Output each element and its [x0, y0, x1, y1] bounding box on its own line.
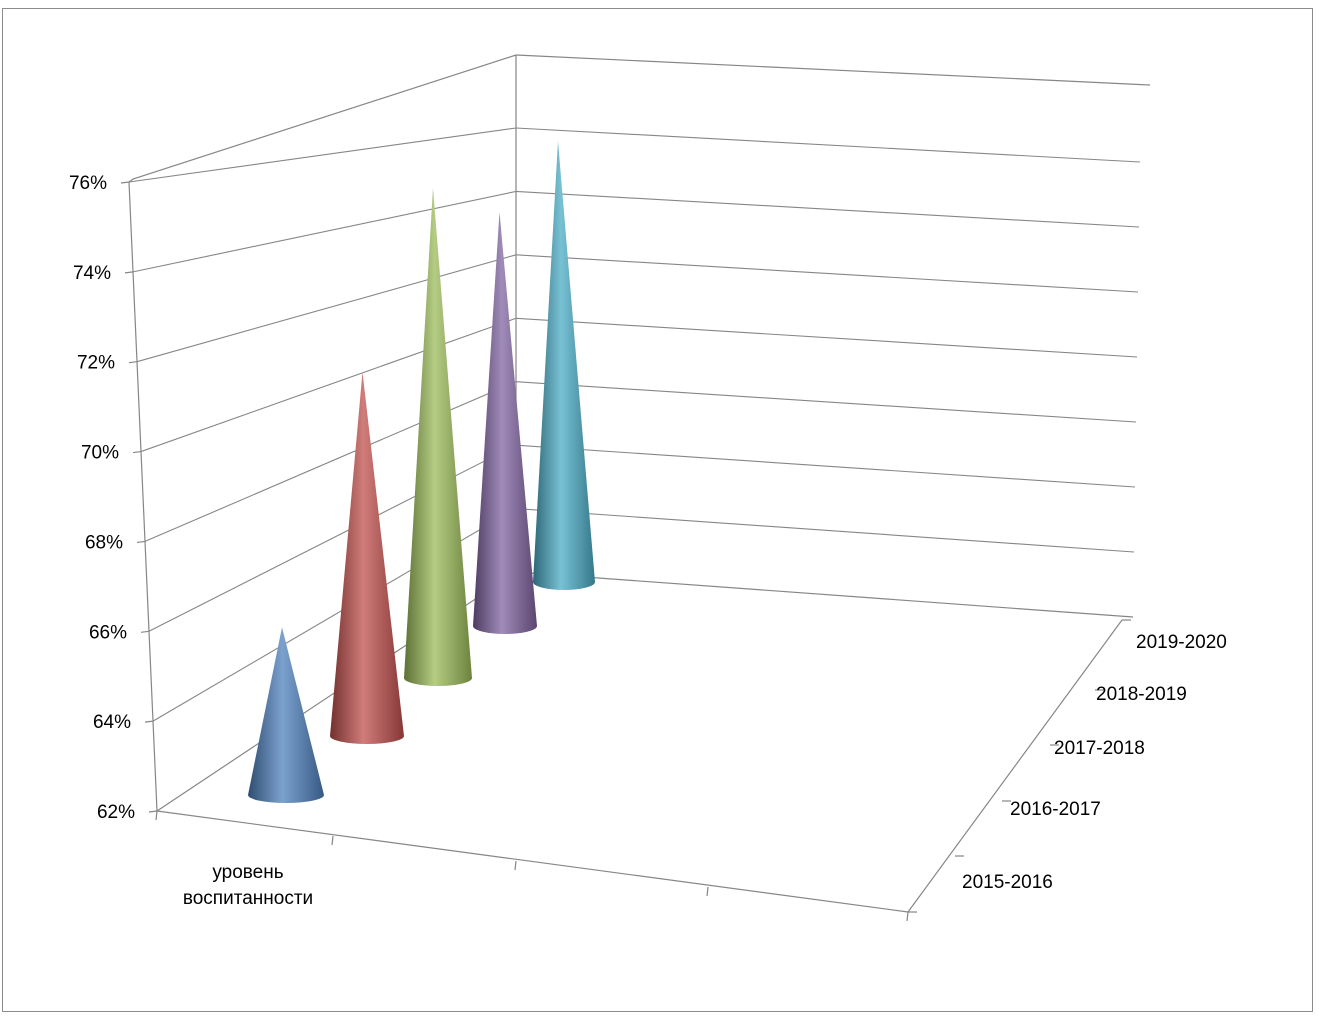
value-tick — [132, 450, 142, 454]
category-axis — [156, 810, 909, 913]
cone-2019-2020 — [533, 141, 595, 590]
value-tick — [136, 540, 146, 544]
gridlines — [128, 127, 1141, 722]
value-tick — [140, 630, 150, 633]
category-label: уровень — [212, 862, 283, 883]
y-tick-label: 62% — [97, 802, 135, 823]
depth-label: 2018-2019 — [1096, 684, 1187, 705]
value-tick — [120, 181, 130, 184]
gridline — [148, 444, 1136, 632]
category-tick — [906, 911, 909, 922]
category-tick — [706, 886, 709, 897]
gridline — [128, 127, 1141, 183]
y-tick-label: 68% — [85, 532, 123, 553]
cone-series — [248, 141, 595, 803]
chart-area — [2, 8, 1313, 1012]
depth-label: 2016-2017 — [1010, 799, 1101, 820]
y-tick-label: 72% — [77, 353, 115, 374]
category-tick — [155, 810, 158, 821]
axis-labels: 62% 64% 66% 68% 70% 72% 74% 76% уровень воспитанн… — [69, 173, 1227, 909]
depth-label: 2015-2016 — [962, 872, 1053, 893]
gridline — [140, 317, 1138, 453]
y-tick-label: 76% — [69, 173, 107, 194]
category-label: воспитанности — [183, 888, 313, 909]
cone-2015-2016 — [248, 627, 324, 803]
left-wall-top — [128, 54, 517, 183]
cone-2016-2017 — [330, 371, 404, 744]
gridline — [152, 508, 1135, 722]
y-tick-label: 64% — [93, 712, 131, 733]
value-tick — [144, 720, 154, 723]
gridline — [136, 254, 1139, 363]
value-tick — [124, 271, 134, 274]
cone-2017-2018 — [404, 187, 472, 686]
gridline — [132, 190, 1140, 273]
category-tick — [331, 835, 334, 846]
value-tick — [128, 361, 138, 364]
y-tick-label: 70% — [81, 443, 119, 464]
depth-label: 2017-2018 — [1054, 738, 1145, 759]
cone-2018-2019 — [473, 212, 537, 634]
value-tick — [148, 810, 158, 813]
gridline — [144, 381, 1137, 542]
left-wall-edge — [128, 181, 158, 812]
back-wall-top — [515, 54, 1151, 86]
axes — [120, 181, 1131, 922]
depth-axis — [907, 619, 1123, 913]
y-tick-label: 74% — [73, 263, 111, 284]
category-tick — [514, 860, 517, 871]
y-tick-label: 66% — [89, 622, 127, 643]
depth-label: 2019-2020 — [1136, 632, 1227, 653]
